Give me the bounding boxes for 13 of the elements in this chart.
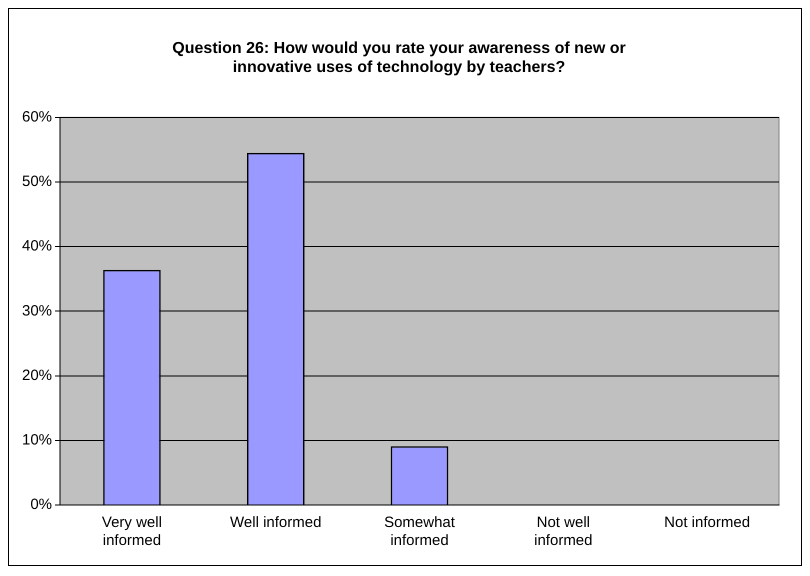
x-tick-label: Very well informed — [102, 514, 162, 550]
chart-title: Question 26: How would you rate your awareness of new or innovative uses of technology by teachers? — [172, 40, 626, 76]
x-tick-label: Well informed — [230, 514, 322, 532]
y-tick-label: 50% — [22, 173, 52, 190]
x-tick-label: Not informed — [664, 514, 750, 532]
y-tick-label: 0% — [30, 496, 52, 514]
y-tick-label: 10% — [22, 432, 52, 449]
y-tick-label: 40% — [22, 238, 52, 255]
y-tick-label: 30% — [22, 302, 52, 320]
y-tick-label: 60% — [22, 108, 52, 126]
x-tick-label: Not well informed — [534, 514, 592, 550]
x-tick-label: Somewhat informed — [384, 514, 456, 550]
y-tick-label: 20% — [22, 366, 52, 384]
